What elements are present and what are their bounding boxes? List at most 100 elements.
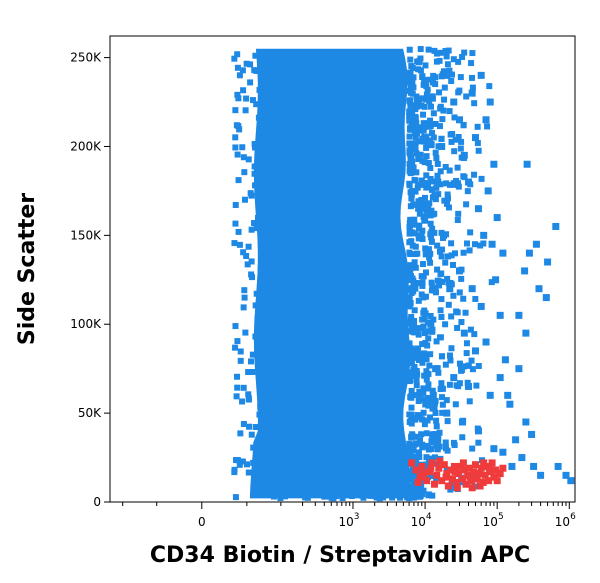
negative-event-fringe <box>417 351 424 358</box>
negative-event-fringe <box>420 111 427 118</box>
negative-event-fringe <box>301 470 308 477</box>
cd34-negative-event <box>525 249 533 257</box>
negative-event-fringe <box>448 313 455 320</box>
negative-event-fringe <box>467 326 474 333</box>
negative-event-fringe <box>406 320 413 327</box>
negative-event-fringe <box>406 161 413 168</box>
negative-event-fringe <box>239 458 246 465</box>
cd34-positive-event <box>444 482 452 490</box>
negative-event-fringe <box>406 276 413 283</box>
negative-event-fringe <box>254 174 261 181</box>
negative-event-fringe <box>427 312 434 319</box>
negative-event-fringe <box>417 67 424 74</box>
negative-event-fringe <box>255 442 262 449</box>
negative-event-fringe <box>446 181 453 188</box>
negative-event-fringe <box>248 226 255 233</box>
negative-event-fringe <box>442 48 449 55</box>
negative-event-fringe <box>420 385 427 392</box>
negative-event-fringe <box>411 483 418 490</box>
negative-event-fringe <box>291 484 298 491</box>
negative-event-fringe <box>464 379 471 386</box>
negative-event-fringe <box>410 372 417 379</box>
negative-event-fringe <box>431 192 438 199</box>
negative-event-fringe <box>361 471 368 478</box>
negative-event-fringe <box>488 279 495 286</box>
negative-event-fringe <box>321 493 328 500</box>
x-tick-base: 0 <box>198 515 206 529</box>
cd34-negative-event <box>484 187 492 195</box>
cd34-positive-event <box>458 475 466 483</box>
negative-event-fringe <box>434 242 441 249</box>
negative-event-fringe <box>248 271 255 278</box>
scatter-points <box>408 71 575 492</box>
negative-event-fringe <box>473 382 480 389</box>
cd34-negative-event <box>455 116 463 124</box>
negative-event-fringe <box>270 471 277 478</box>
negative-event-fringe <box>428 438 435 445</box>
negative-event-fringe <box>417 46 424 53</box>
negative-event-fringe <box>386 476 393 483</box>
negative-event-fringe <box>424 474 431 481</box>
negative-event-fringe <box>236 126 243 133</box>
negative-event-fringe <box>413 130 420 137</box>
negative-event-fringe <box>239 398 246 405</box>
negative-event-fringe <box>432 149 439 156</box>
negative-event-fringe <box>425 385 432 392</box>
negative-event-fringe <box>463 93 470 100</box>
negative-event-fringe <box>323 476 330 483</box>
negative-event-fringe <box>232 134 239 141</box>
negative-event-fringe <box>428 234 435 241</box>
negative-event-fringe <box>394 480 401 487</box>
negative-event-fringe <box>412 462 419 469</box>
cd34-positive-event <box>460 466 468 474</box>
negative-event-fringe <box>425 402 432 409</box>
negative-event-fringe <box>449 262 456 269</box>
cd34-positive-event <box>427 464 435 472</box>
cd34-negative-event <box>432 365 440 373</box>
negative-event-fringe <box>414 345 421 352</box>
negative-event-fringe <box>406 223 413 230</box>
cd34-negative-event <box>438 142 446 150</box>
negative-event-fringe <box>408 387 415 394</box>
negative-event-fringe <box>241 169 248 176</box>
negative-event-fringe <box>448 240 455 247</box>
negative-event-fringe <box>421 421 428 428</box>
negative-event-fringe <box>445 204 452 211</box>
negative-event-fringe <box>423 172 430 179</box>
negative-event-fringe <box>413 392 420 399</box>
negative-event-fringe <box>253 474 260 481</box>
negative-event-fringe <box>247 61 254 68</box>
negative-event-fringe <box>385 472 392 479</box>
negative-event-fringe <box>418 102 425 109</box>
negative-event-fringe <box>429 130 436 137</box>
negative-event-fringe <box>415 96 422 103</box>
negative-event-fringe <box>412 354 419 361</box>
cd34-positive-event <box>467 477 475 485</box>
negative-event-fringe <box>257 403 264 410</box>
negative-event-fringe <box>407 265 414 272</box>
cd34-positive-event <box>419 470 427 478</box>
cd34-positive-event <box>436 457 444 465</box>
negative-event-fringe <box>478 175 485 182</box>
x-tick-label: 103 <box>338 512 359 529</box>
negative-event-fringe <box>411 216 418 223</box>
negative-event-fringe <box>378 491 385 498</box>
negative-event-fringe <box>327 478 334 485</box>
negative-event-fringe <box>455 210 462 217</box>
cd34-positive-event <box>418 462 426 470</box>
negative-event-fringe <box>409 284 416 291</box>
negative-event-fringe <box>469 366 476 373</box>
negative-event-fringe <box>408 345 415 352</box>
x-tick-label: 104 <box>411 512 432 529</box>
negative-event-fringe <box>450 56 457 63</box>
cd34-negative-event <box>544 258 552 266</box>
negative-event-fringe <box>412 264 419 271</box>
negative-event-fringe <box>433 58 440 65</box>
negative-event-fringe <box>436 89 443 96</box>
plot-frame <box>109 35 576 503</box>
negative-event-fringe <box>413 120 420 127</box>
cd34-positive-event <box>457 462 465 470</box>
negative-event-fringe <box>419 227 426 234</box>
cd34-negative-event <box>532 240 540 248</box>
negative-event-fringe <box>420 123 427 130</box>
